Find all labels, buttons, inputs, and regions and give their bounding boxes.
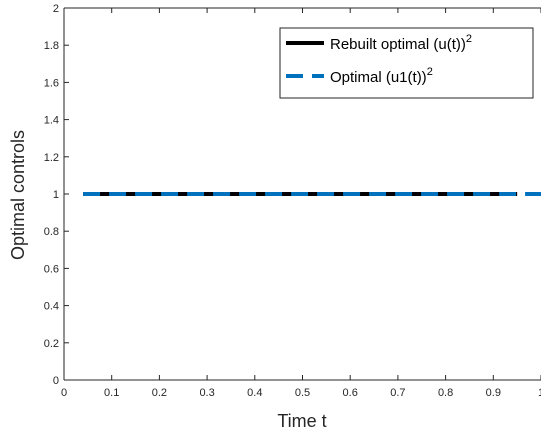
y-axis-label: Optimal controls — [8, 130, 28, 260]
x-tick-label: 0.7 — [390, 387, 405, 399]
x-tick-label: 0 — [61, 387, 67, 399]
legend-label-2: Optimal (u1(t))2 — [330, 66, 433, 86]
x-tick-label: 0.6 — [343, 387, 358, 399]
x-tick-label: 0.3 — [199, 387, 214, 399]
y-tick-label: 0.2 — [44, 338, 59, 350]
y-tick-label: 0.8 — [44, 226, 59, 238]
y-tick-label: 2 — [53, 3, 59, 15]
y-tick-label: 1.4 — [44, 115, 59, 127]
x-tick-label: 0.8 — [438, 387, 453, 399]
x-tick-label: 0.5 — [295, 387, 310, 399]
x-axis-label: Time t — [277, 411, 326, 431]
y-tick-label: 0.4 — [44, 301, 59, 313]
legend: Rebuilt optimal (u(t))2 Optimal (u1(t))2 — [279, 27, 534, 99]
x-tick-label: 0.9 — [486, 387, 501, 399]
y-tick-label: 0 — [53, 375, 59, 387]
axes-layer: 0 0.1 0.2 0.3 0.4 0.5 0.6 0.7 0.8 0.9 1 0 0.2 0.4 0.6 0… — [44, 3, 541, 399]
y-tick-label: 1 — [53, 189, 59, 201]
y-tick-label: 1.8 — [44, 40, 59, 52]
legend-label-1: Rebuilt optimal (u(t))2 — [330, 33, 472, 53]
x-tick-label: 0.1 — [104, 387, 119, 399]
x-tick-label: 0.4 — [247, 387, 262, 399]
x-tick-label: 0.2 — [152, 387, 167, 399]
y-tick-label: 1.2 — [44, 152, 59, 164]
legend-box — [279, 27, 534, 99]
x-tick-label: 1 — [538, 387, 541, 399]
y-tick-label: 0.6 — [44, 263, 59, 275]
y-tick-label: 1.6 — [44, 77, 59, 89]
